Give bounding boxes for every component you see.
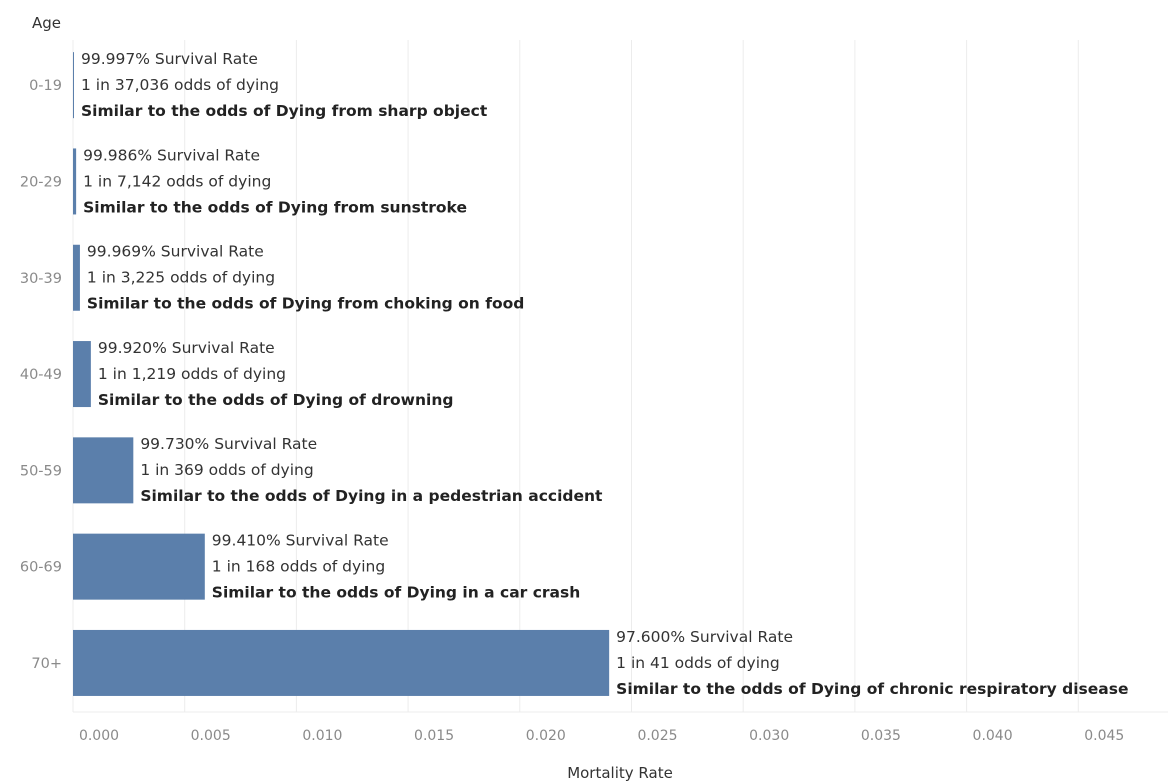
category-label: 40-49 [20, 367, 62, 383]
survival-rate-label: 99.986% Survival Rate [83, 146, 260, 164]
y-axis-title: Age [32, 14, 61, 32]
x-tick-label: 0.040 [973, 728, 1013, 744]
similar-odds-label: Similar to the odds of Dying in a car cr… [212, 584, 580, 602]
odds-label: 1 in 168 odds of dying [212, 558, 385, 576]
x-tick-label: 0.005 [191, 728, 231, 744]
survival-rate-label: 99.410% Survival Rate [212, 532, 389, 550]
bar [73, 148, 77, 215]
similar-odds-label: Similar to the odds of Dying from sunstr… [83, 198, 467, 216]
bar [73, 341, 91, 408]
x-tick-label: 0.010 [302, 728, 342, 744]
similar-odds-label: Similar to the odds of Dying in a pedest… [140, 487, 603, 505]
bar [73, 629, 610, 696]
odds-label: 1 in 41 odds of dying [616, 654, 780, 672]
odds-label: 1 in 1,219 odds of dying [98, 365, 286, 383]
odds-label: 1 in 369 odds of dying [140, 461, 313, 479]
gridlines [72, 40, 1168, 713]
x-tick-label: 0.000 [79, 728, 119, 744]
bar [73, 437, 134, 504]
survival-rate-label: 99.920% Survival Rate [98, 339, 275, 357]
similar-odds-label: Similar to the odds of Dying from sharp … [81, 102, 488, 120]
bars [73, 52, 610, 696]
odds-label: 1 in 7,142 odds of dying [83, 172, 271, 190]
x-axis-ticks: 0.000 0.005 0.010 0.015 0.020 0.025 0.030 0.035… [79, 728, 1124, 744]
odds-label: 1 in 3,225 odds of dying [87, 269, 275, 287]
x-axis-title: Mortality Rate [567, 764, 673, 782]
survival-rate-label: 99.997% Survival Rate [81, 50, 258, 68]
bar [73, 52, 74, 119]
annotations: 99.997% Survival Rate 1 in 37,036 odds of… [81, 50, 1128, 698]
survival-rate-label: 99.969% Survival Rate [87, 243, 264, 261]
odds-label: 1 in 37,036 odds of dying [81, 76, 279, 94]
x-tick-label: 0.035 [861, 728, 901, 744]
category-label: 70+ [31, 656, 62, 672]
category-label: 50-59 [20, 463, 62, 479]
category-label: 60-69 [20, 560, 62, 576]
x-tick-label: 0.030 [749, 728, 789, 744]
similar-odds-label: Similar to the odds of Dying of chronic … [616, 680, 1128, 698]
similar-odds-label: Similar to the odds of Dying of drowning [98, 391, 454, 409]
x-tick-label: 0.025 [637, 728, 677, 744]
bar [73, 244, 80, 311]
x-tick-label: 0.020 [526, 728, 566, 744]
similar-odds-label: Similar to the odds of Dying from chokin… [87, 295, 524, 313]
category-label: 20-29 [20, 174, 62, 190]
bar [73, 533, 205, 600]
x-tick-label: 0.015 [414, 728, 454, 744]
survival-rate-label: 97.600% Survival Rate [616, 628, 793, 646]
category-label: 30-39 [20, 271, 62, 287]
x-tick-label: 0.045 [1084, 728, 1124, 744]
survival-rate-label: 99.730% Survival Rate [140, 435, 317, 453]
category-labels: 0-19 20-29 30-39 40-49 50-59 60-69 70+ [20, 78, 62, 672]
category-label: 0-19 [29, 78, 62, 94]
